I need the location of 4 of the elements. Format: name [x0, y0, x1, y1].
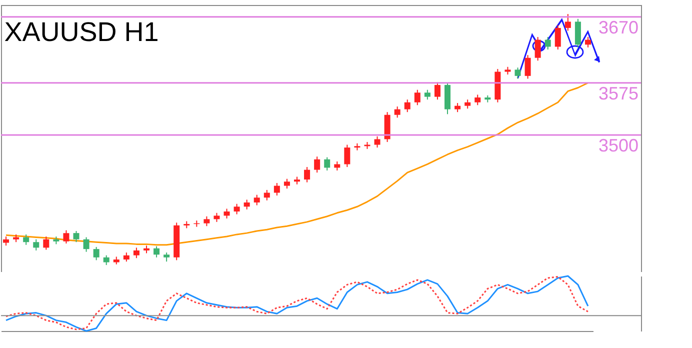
- text: XAUUSD H1: [4, 17, 159, 47]
- y-tick-label: 3670: [598, 17, 638, 38]
- y-tick-label: 3500: [598, 136, 638, 156]
- y-tick-label: 3575: [598, 83, 638, 104]
